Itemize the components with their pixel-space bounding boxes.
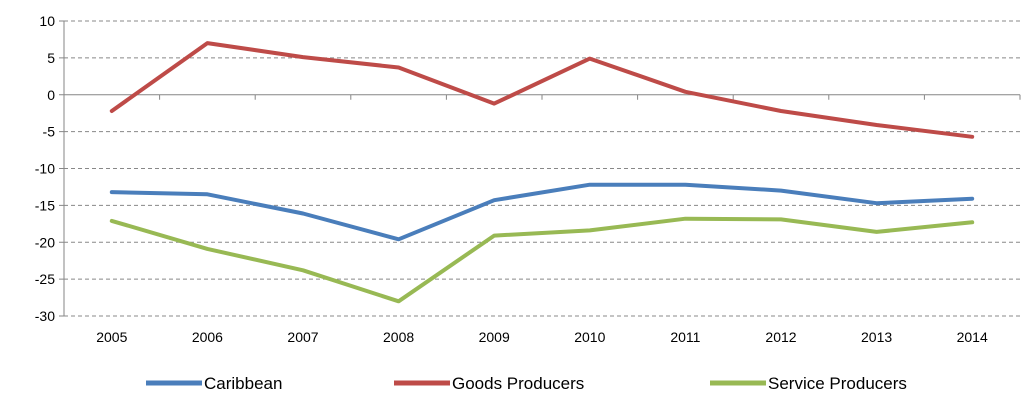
x-tick-label: 2005 bbox=[96, 329, 127, 345]
gridlines bbox=[64, 20, 1020, 317]
series-line-caribbean bbox=[109, 182, 975, 242]
y-tick-label: -30 bbox=[35, 308, 55, 324]
y-tick-label: -10 bbox=[35, 161, 55, 177]
y-tick-label: -25 bbox=[35, 271, 55, 287]
series-lines bbox=[109, 41, 975, 304]
series-line-service-producers bbox=[109, 216, 975, 304]
x-tick-label: 2008 bbox=[383, 329, 414, 345]
y-tick-label: -20 bbox=[35, 234, 55, 250]
x-tick-label: 2010 bbox=[574, 329, 605, 345]
x-tick-label: 2011 bbox=[670, 329, 700, 345]
y-axis: 10 5 0 -5 -10 -15 -20 -25 -30 bbox=[35, 13, 65, 324]
x-axis: 2005 2006 2007 2008 2009 2010 2011 2012 2013 2014 bbox=[63, 94, 1021, 345]
x-tick-label: 2006 bbox=[192, 329, 223, 345]
x-tick-label: 2009 bbox=[479, 329, 510, 345]
x-tick-label: 2012 bbox=[765, 329, 796, 345]
y-tick-label: -5 bbox=[43, 124, 56, 140]
legend-label: Goods Producers bbox=[452, 374, 584, 393]
y-tick-label: 5 bbox=[47, 50, 55, 66]
series-line-goods-producers bbox=[109, 41, 975, 139]
legend-label: Service Producers bbox=[768, 374, 907, 393]
x-tick-label: 2007 bbox=[287, 329, 318, 345]
y-tick-label: 0 bbox=[47, 87, 55, 103]
y-tick-label: 10 bbox=[39, 13, 55, 29]
legend: Caribbean Goods Producers Service Producer… bbox=[146, 374, 907, 393]
x-tick-label: 2013 bbox=[861, 329, 892, 345]
y-tick-label: -15 bbox=[35, 197, 55, 213]
legend-label: Caribbean bbox=[204, 374, 282, 393]
x-tick-label: 2014 bbox=[957, 329, 988, 345]
